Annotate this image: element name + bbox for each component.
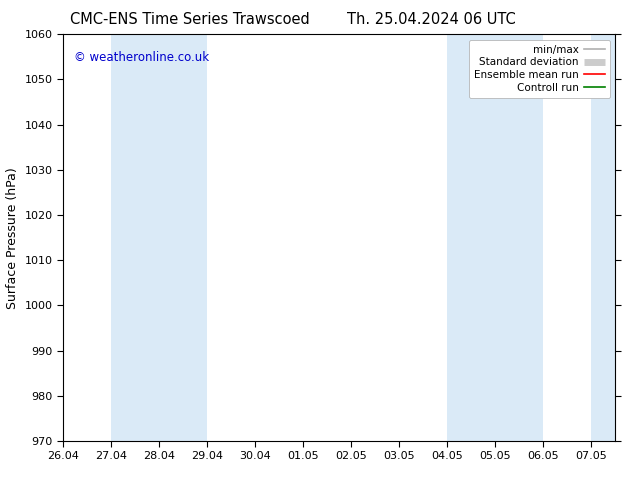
Text: © weatheronline.co.uk: © weatheronline.co.uk [74,50,210,64]
Y-axis label: Surface Pressure (hPa): Surface Pressure (hPa) [6,167,19,309]
Bar [112,34,207,441]
Text: CMC-ENS Time Series Trawscoed: CMC-ENS Time Series Trawscoed [70,12,310,27]
Bar [591,34,615,441]
Text: Th. 25.04.2024 06 UTC: Th. 25.04.2024 06 UTC [347,12,515,27]
Legend: min/max, Standard deviation, Ensemble mean run, Controll run: min/max, Standard deviation, Ensemble me… [469,40,610,98]
Bar [447,34,543,441]
